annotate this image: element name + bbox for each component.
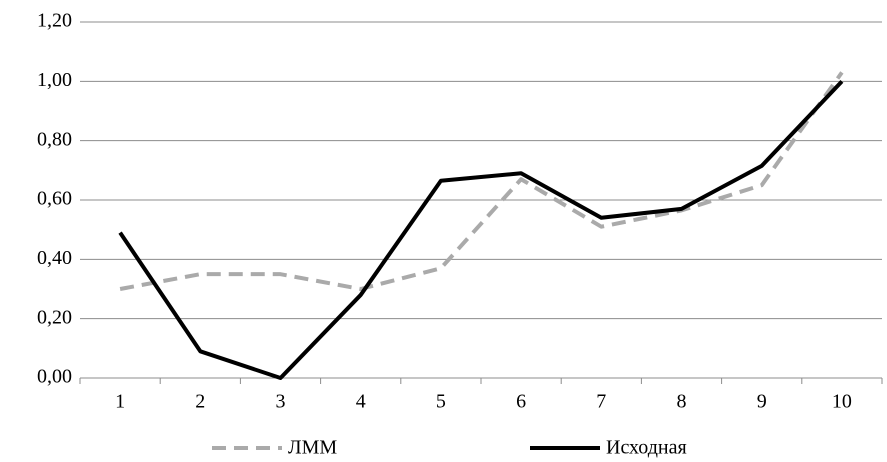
y-tick-label: 1,20 [37,10,72,32]
x-tick-label: 2 [195,391,205,413]
legend-label: ЛММ [288,437,337,459]
x-tick-label: 9 [757,391,767,413]
y-tick-label: 0,00 [37,366,72,388]
data-line [118,79,844,380]
y-tick-label: 0,20 [37,306,72,328]
x-tick-label: 4 [356,391,366,413]
legend-label: Исходная [606,437,687,459]
x-tick-label: 1 [115,391,125,413]
x-tick-label: 6 [516,391,526,413]
y-tick-label: 0,40 [37,247,72,269]
x-tick-label: 8 [677,391,687,413]
x-tick-label: 7 [596,391,606,413]
x-tick-label: 3 [276,391,286,413]
data-line [119,71,844,291]
x-tick-label: 5 [436,391,446,413]
x-tick-label: 10 [832,391,852,413]
y-tick-label: 0,80 [37,128,72,150]
y-tick-label: 0,60 [37,188,72,210]
y-tick-label: 1,00 [37,69,72,91]
